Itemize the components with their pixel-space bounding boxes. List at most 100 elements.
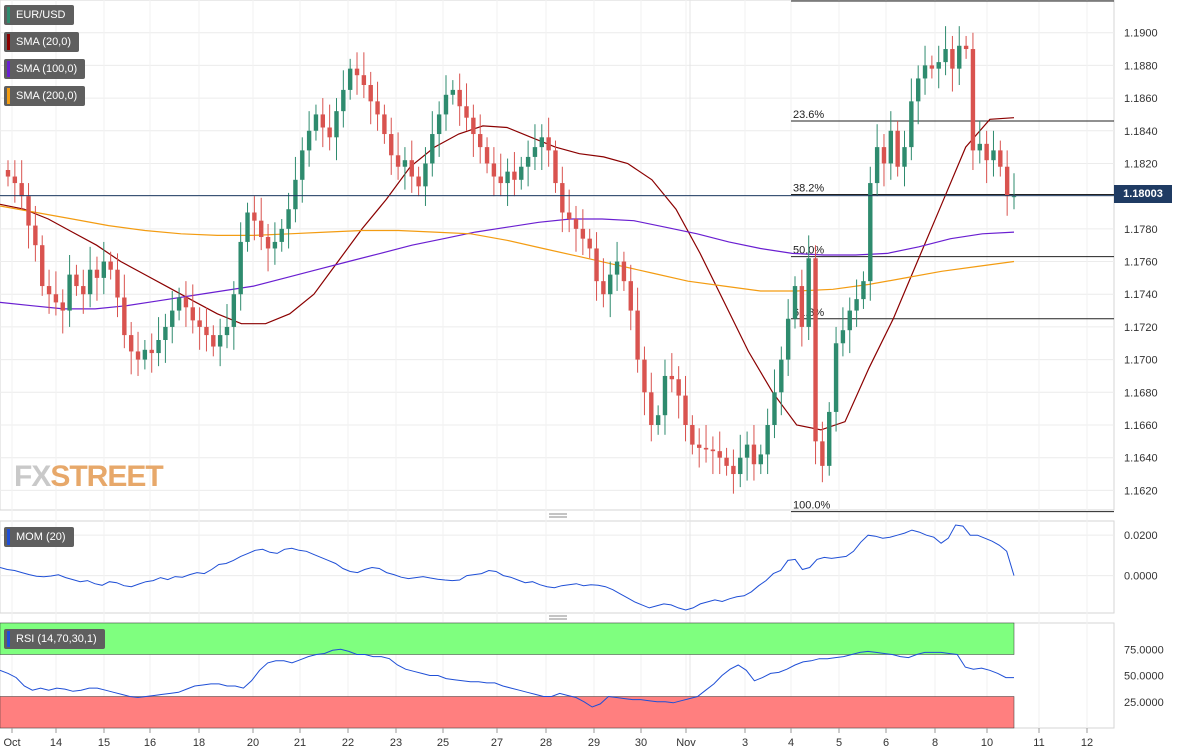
candle-body — [46, 286, 52, 295]
candle-body — [861, 281, 866, 300]
candle-body — [614, 261, 620, 275]
x-tick-label: 28 — [540, 737, 552, 749]
candle-body — [163, 326, 168, 340]
x-tick-label: 27 — [491, 737, 503, 749]
y-axis: 1.1620 1.1640 1.1660 1.1680 1.1700 1.1720 1.17… — [1124, 28, 1164, 709]
x-tick-label: 20 — [247, 737, 259, 749]
legend-sma100[interactable]: SMA (100,0) — [4, 59, 86, 79]
candle-body — [334, 111, 339, 138]
fxstreet-logo: FXSTREET — [14, 460, 164, 494]
candle-body — [347, 68, 353, 90]
candle-body — [991, 150, 996, 161]
legend-swatch — [7, 61, 10, 77]
candle-body — [566, 212, 572, 220]
candle-body — [840, 330, 846, 344]
candle-body — [115, 269, 120, 298]
candle-body — [690, 425, 695, 445]
candle-body — [560, 183, 565, 213]
candle-body — [484, 147, 490, 164]
candle-body — [601, 281, 606, 295]
sma20-label: SMA (20,0) — [16, 36, 72, 48]
candle-body — [943, 49, 948, 63]
rsi-tick-label: 75.0000 — [1124, 644, 1164, 656]
price-tick-label: 1.1820 — [1124, 158, 1158, 170]
candle-body — [464, 106, 469, 118]
rsi-tick-label: 50.0000 — [1124, 671, 1164, 683]
candle-body — [245, 212, 250, 242]
candle-body — [731, 465, 736, 475]
candle-body — [498, 176, 503, 184]
price-tick-label: 1.1640 — [1124, 453, 1158, 465]
candle-body — [87, 269, 93, 295]
candle-body — [430, 134, 435, 164]
candle-body — [170, 310, 175, 327]
sma-line — [0, 218, 1015, 310]
candle-body — [909, 101, 914, 148]
candle-body — [587, 238, 592, 249]
rsi-panel-resize-handle[interactable] — [549, 615, 567, 620]
mom-panel[interactable] — [0, 520, 1115, 614]
candle-body — [525, 156, 531, 167]
candle-body — [758, 454, 763, 465]
candle-body — [128, 335, 134, 352]
candle-body — [847, 310, 852, 331]
price-tick-label: 1.1680 — [1124, 387, 1158, 399]
legend-swatch — [7, 34, 10, 50]
candle-body — [423, 163, 428, 187]
candle-body — [279, 228, 284, 242]
candle-body — [60, 302, 65, 311]
candle-body — [320, 114, 326, 128]
x-tick-label: 18 — [193, 737, 205, 749]
candle-body — [792, 286, 798, 319]
candle-body — [40, 245, 45, 287]
sma200-label: SMA (200,0) — [16, 90, 78, 102]
candle-body — [772, 392, 777, 425]
candle-body — [765, 425, 770, 455]
candle-body — [478, 134, 483, 148]
candle-body — [655, 415, 661, 425]
x-tick-label: 8 — [932, 737, 938, 749]
candle-body — [327, 127, 332, 138]
candle-body — [108, 261, 113, 270]
x-tick-label: 21 — [294, 737, 306, 749]
candle-body — [471, 117, 476, 135]
x-tick-label: 4 — [788, 737, 794, 749]
candle-body — [204, 326, 209, 336]
candle-body — [676, 379, 681, 396]
logo-street: STREET — [50, 460, 163, 493]
sma100-label: SMA (100,0) — [16, 63, 78, 75]
legend-instrument[interactable]: EUR/USD — [4, 5, 74, 25]
candle-body — [868, 183, 873, 282]
candle-body — [751, 444, 757, 465]
x-tick-label: 14 — [50, 737, 62, 749]
candle-body — [443, 94, 449, 115]
candle-body — [272, 241, 278, 249]
candle-body — [594, 248, 599, 282]
candle-body — [122, 297, 127, 336]
candle-body — [512, 171, 517, 180]
candle-body — [382, 114, 387, 135]
legend-mom[interactable]: MOM (20) — [4, 527, 74, 547]
x-tick-label: 30 — [635, 737, 647, 749]
fib-label: 100.0% — [793, 500, 831, 512]
legend-sma20[interactable]: SMA (20,0) — [4, 32, 80, 52]
main-panel[interactable] — [0, 0, 1115, 511]
candle-body — [300, 150, 305, 180]
candle-body — [806, 258, 811, 327]
legend-rsi[interactable]: RSI (14,70,30,1) — [4, 629, 105, 649]
candle-body — [662, 375, 668, 416]
candle-body — [649, 392, 654, 425]
candle-body — [395, 155, 401, 167]
legend-sma200[interactable]: SMA (200,0) — [4, 86, 86, 106]
candle-body — [5, 170, 11, 177]
candle-body — [354, 68, 360, 76]
price-tick-label: 1.1880 — [1124, 60, 1158, 72]
candle-body — [101, 261, 107, 278]
indicator-lines — [0, 524, 1015, 708]
mom-panel-resize-handle[interactable] — [549, 513, 567, 518]
rsi-tick-label: 25.0000 — [1124, 697, 1164, 709]
candle-body — [33, 225, 38, 246]
candle-body — [491, 163, 497, 177]
x-tick-label: 6 — [883, 737, 889, 749]
candle-body — [457, 89, 462, 107]
